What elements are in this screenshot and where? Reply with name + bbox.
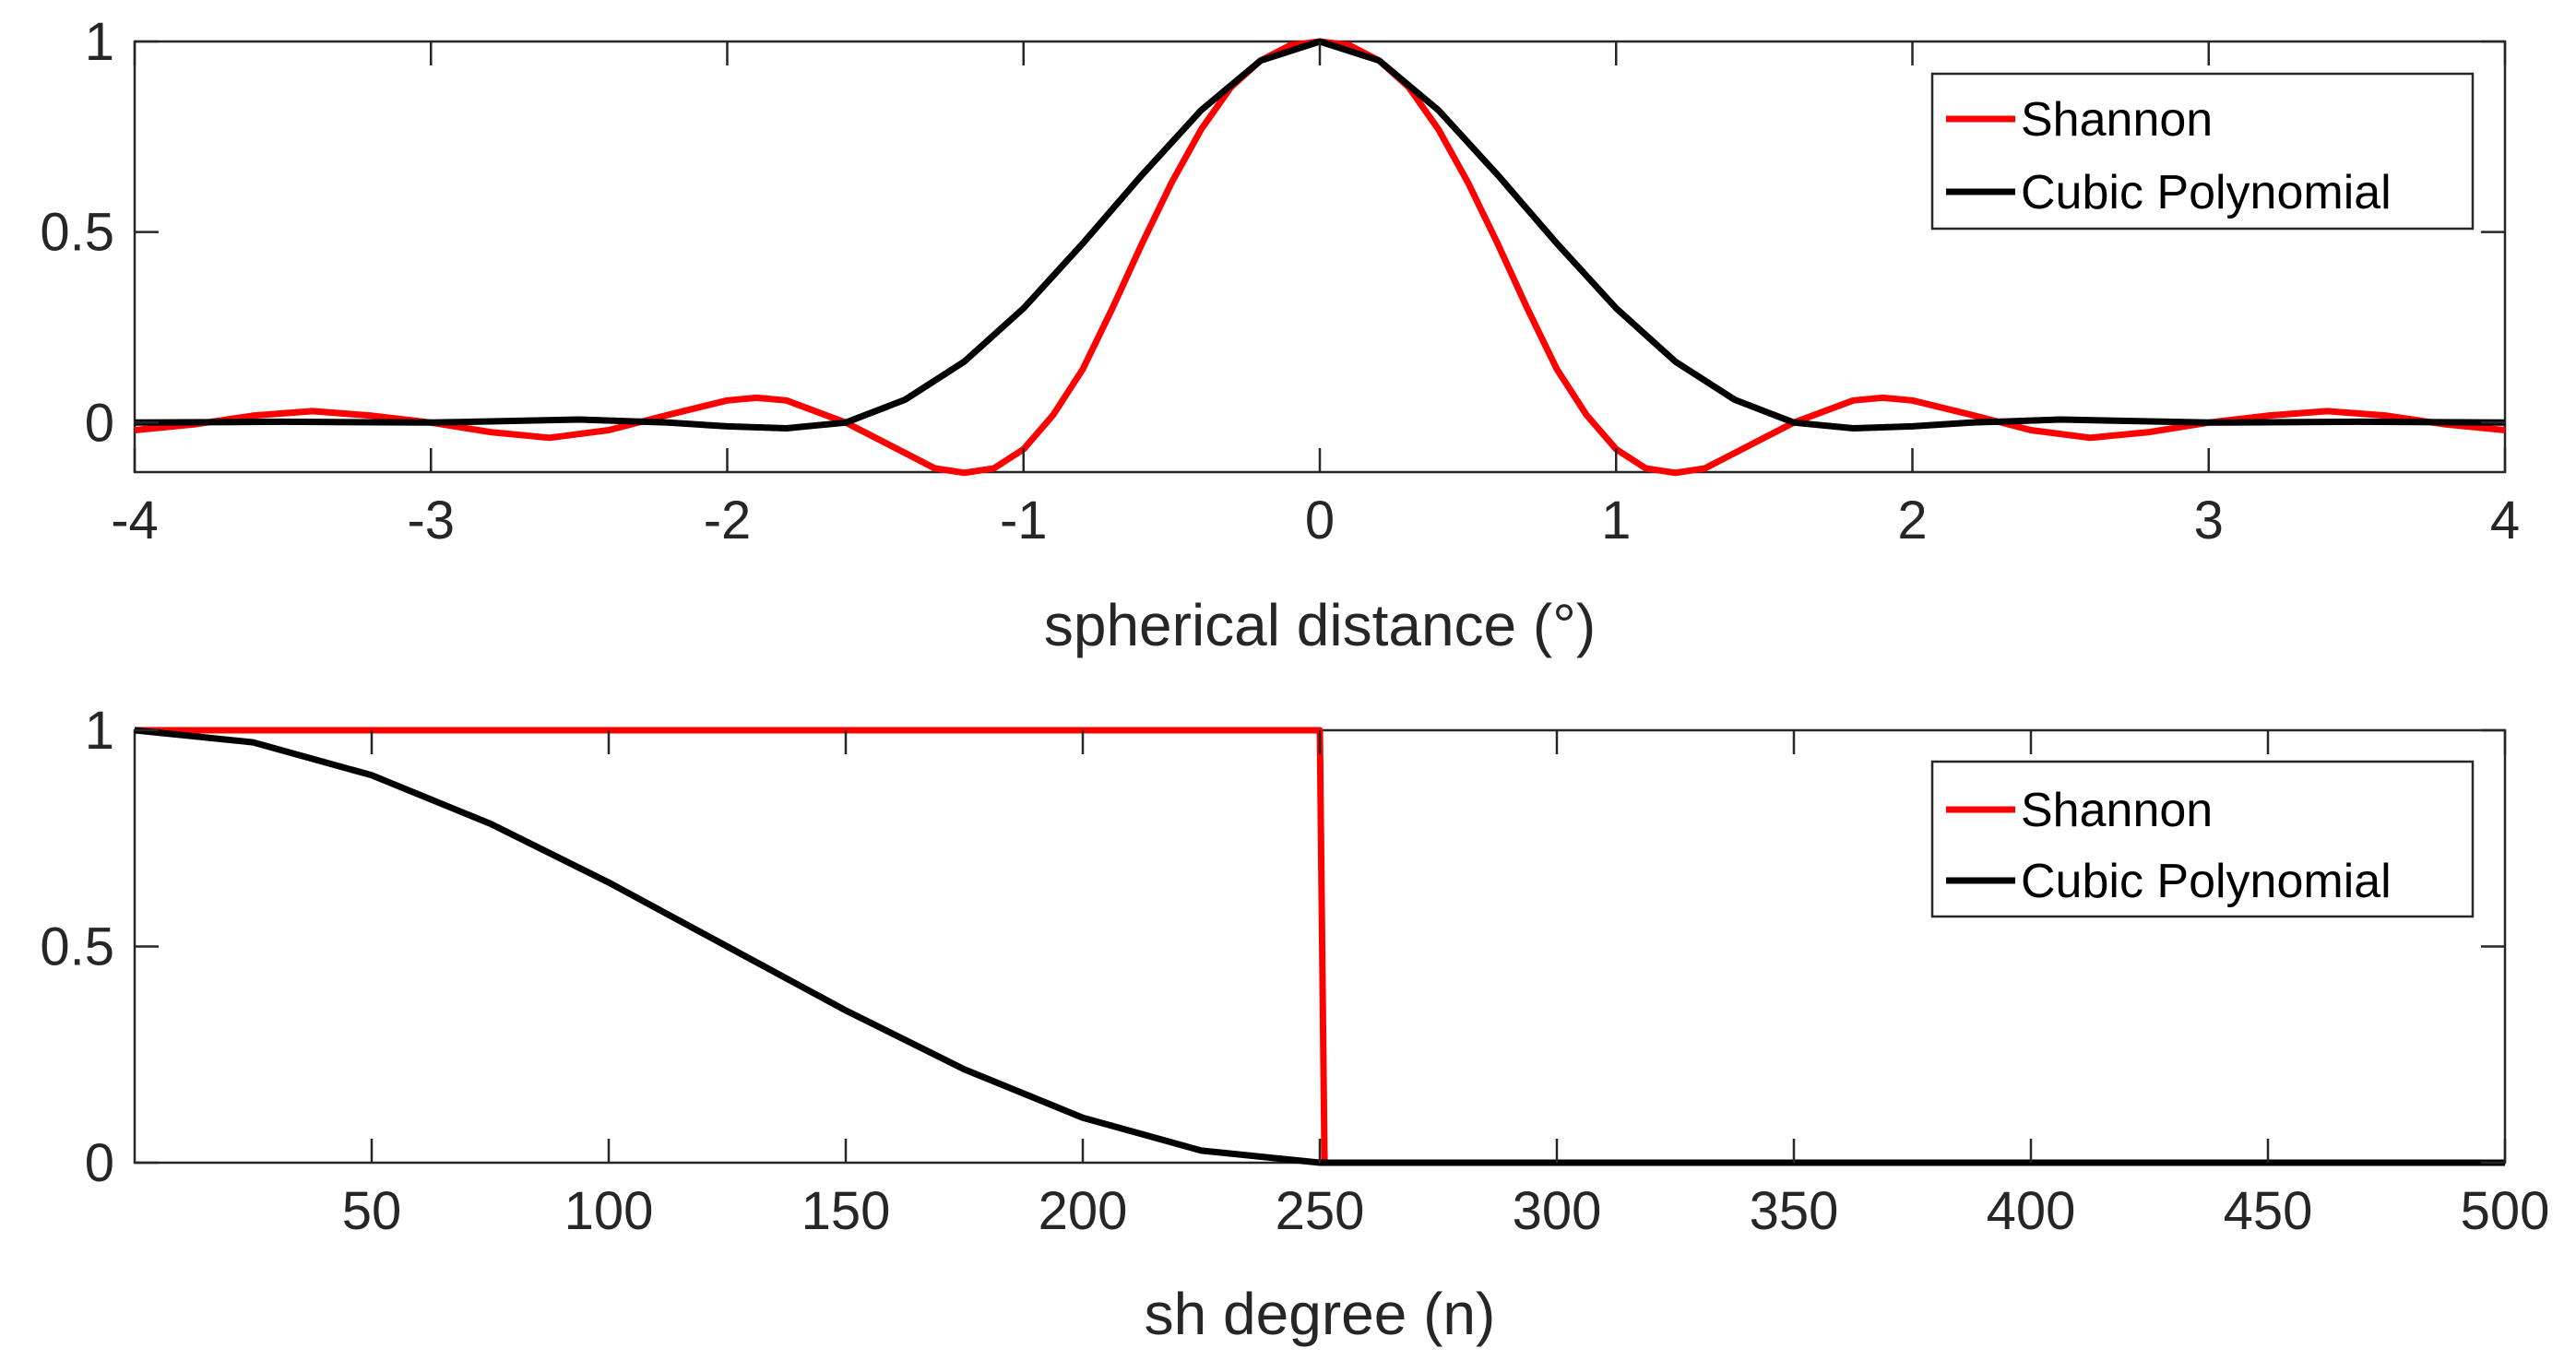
plot-bottom: 50 100 150 200 250 300 350 400 450 500 00.51 sh d… [40, 701, 2549, 1347]
y-tick-label: 0.5 [40, 917, 114, 977]
legend-label-cubic-bottom: Cubic Polynomial [2021, 855, 2392, 908]
y-tick-label: 0 [85, 393, 114, 453]
xticks-top: -4 -3 -2 -1 0 1 2 3 4 [111, 41, 2520, 550]
legend-box-bottom [1930, 760, 2475, 918]
legend-label-shannon-bottom: Shannon [2021, 784, 2213, 837]
x-tick-label: 2 [1897, 491, 1927, 550]
legend-bottom: Shannon Cubic Polynomial [1930, 760, 2475, 918]
y-tick-label: 0 [85, 1133, 114, 1193]
x-tick-label: 250 [1276, 1181, 1365, 1241]
yticks-top: 00.51 [40, 12, 2505, 453]
x-tick-label: 1 [1601, 491, 1631, 550]
legend-top: Shannon Cubic Polynomial [1930, 72, 2475, 231]
plot-top: -4 -3 -2 -1 0 1 2 3 4 00.51 spherical distance (… [40, 12, 2520, 658]
x-tick-label: 200 [1039, 1181, 1128, 1241]
yticks-bottom: 00.51 [40, 701, 2505, 1193]
legend-label-shannon-top: Shannon [2021, 93, 2213, 147]
x-tick-label: 0 [1305, 491, 1335, 550]
x-tick-label: -3 [407, 491, 455, 550]
x-tick-label: -1 [1000, 491, 1048, 550]
x-tick-label: -2 [704, 491, 752, 550]
x-tick-label: -4 [111, 491, 159, 550]
x-tick-label: 3 [2194, 491, 2224, 550]
series-line-cubic-polynomial-bottom [134, 727, 2505, 1166]
series-group-bottom [134, 727, 2505, 1166]
legend-box-top [1930, 72, 2475, 231]
x-axis-label-bottom: sh degree (n) [1145, 1281, 1496, 1347]
x-tick-label: 500 [2461, 1181, 2550, 1241]
xticks-bottom: 50 100 150 200 250 300 350 400 450 500 [342, 730, 2550, 1241]
x-tick-label: 100 [564, 1181, 654, 1241]
x-tick-label: 450 [2224, 1181, 2313, 1241]
legend-label-cubic-top: Cubic Polynomial [2021, 166, 2392, 219]
x-tick-label: 4 [2490, 491, 2520, 550]
x-tick-label: 150 [801, 1181, 891, 1241]
y-tick-label: 1 [85, 12, 114, 72]
x-tick-label: 400 [1987, 1181, 2076, 1241]
y-tick-label: 1 [85, 701, 114, 761]
x-tick-label: 350 [1750, 1181, 1839, 1241]
x-axis-label-top: spherical distance (°) [1044, 592, 1596, 658]
y-tick-label: 0.5 [40, 203, 114, 263]
x-tick-label: 50 [342, 1181, 402, 1241]
x-tick-label: 300 [1513, 1181, 1602, 1241]
